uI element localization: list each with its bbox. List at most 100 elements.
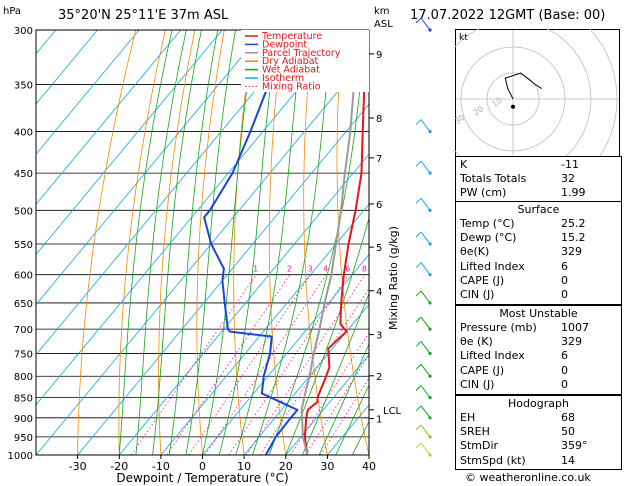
wet-adiabat-line [335, 384, 369, 455]
dry-adiabat-line [268, 30, 287, 455]
height-tick-label: 9 [376, 50, 382, 61]
wind-barb-flag [415, 385, 422, 391]
surface-title: Surface [517, 203, 560, 216]
temperature-tick-label: -10 [152, 460, 170, 473]
wind-barb [415, 442, 432, 457]
dry-adiabat-line [196, 30, 225, 455]
wind-barb-flag [415, 160, 422, 167]
wind-barb-dot [428, 129, 432, 134]
location-title: 35°20'N 25°11'E 37m ASL [58, 8, 229, 23]
wind-barb-shaft [420, 290, 431, 304]
pressure-tick-label: 900 [14, 414, 33, 425]
mixing-ratio-line [166, 274, 291, 455]
wind-barb-dot [428, 351, 432, 356]
wind-barb-flag [415, 316, 422, 323]
temperature-tick-label: 20 [279, 460, 293, 473]
wind-barb-dot [428, 273, 432, 277]
isotherm-line [36, 30, 265, 306]
legend-background [241, 30, 369, 92]
wind-barb-dot [428, 301, 432, 305]
wet-adiabat-line [252, 30, 333, 455]
wind-barb-flag [415, 119, 422, 125]
wind-barb-shaft [420, 363, 431, 377]
surface-row: CIN (J) 0 [460, 287, 568, 301]
profile-parcel-trajectory [300, 30, 361, 455]
height-tick-label: 1 [376, 415, 382, 426]
mixing-ratio-label: 1 [253, 265, 258, 274]
isotherm-line [77, 103, 369, 455]
wind-barb-shaft [420, 262, 431, 275]
height-tick-label: 7 [376, 154, 382, 165]
wind-barb [415, 363, 432, 378]
isotherm-line [202, 253, 369, 455]
most-unstable-row: Pressure (mb) 1007 [460, 321, 589, 334]
isotherm-line [36, 30, 223, 256]
isotherm-line [243, 303, 369, 455]
dry-adiabat-line [77, 30, 137, 455]
mixing-ratio-label: 16 [404, 265, 414, 274]
profile-temperature [303, 52, 369, 455]
dry-adiabat-line [303, 30, 328, 455]
surface-table: Surface Temp (°C) 25.2 Dewp (°C) 15.2 θe(K… [455, 201, 622, 305]
wind-barb [415, 385, 432, 400]
wind-barb [415, 341, 432, 356]
pressure-tick-label: 700 [14, 325, 33, 336]
wind-barb [415, 17, 432, 32]
mixing-ratio-label: 8 [362, 265, 367, 274]
wind-barb-shaft [420, 316, 431, 330]
wind-barb-dot [428, 208, 432, 212]
most-unstable-title: Most Unstable [499, 307, 578, 320]
most-unstable-row: CIN (J) 0 [460, 377, 568, 391]
mixing-ratio-label: 4 [323, 265, 328, 274]
wet-adiabat-line [302, 292, 369, 455]
wind-barb-shaft [420, 231, 431, 245]
legend-label: Temperature [261, 31, 322, 42]
temperature-tick-label: 30 [320, 460, 334, 473]
surface-row: Temp (°C) 25.2 [460, 217, 586, 230]
hodograph: kt10203040 [455, 29, 620, 159]
pressure-tick-label: 550 [14, 240, 33, 251]
dry-adiabat-line [233, 30, 255, 455]
pressure-tick-label: 850 [14, 394, 33, 405]
wet-adiabat-line [218, 30, 278, 455]
temperature-tick-label: -30 [69, 460, 87, 473]
mixing-ratio-line [188, 274, 312, 455]
pressure-tick-label: 750 [14, 349, 33, 360]
legend-label: Dewpoint [262, 39, 307, 50]
most-unstable-row: θe (K) 329 [460, 335, 582, 349]
wind-barb-dot [428, 374, 432, 378]
datetime-title: 17.07.2022 12GMT (Base: 00) [410, 8, 606, 23]
wet-adiabat-line [268, 30, 367, 455]
credit-text: © weatheronline.co.uk [465, 471, 591, 484]
hodograph-frame [455, 29, 620, 157]
wind-barb-dot [428, 28, 432, 32]
isotherm-line [36, 30, 98, 105]
surface-row: Lifted Index 6 [460, 259, 568, 273]
wet-adiabat-line [235, 30, 304, 455]
wind-barb-shaft [420, 198, 431, 211]
hodograph-row: EH 68 [460, 411, 575, 424]
wet-adiabat-line [152, 30, 202, 455]
x-axis-label: Dewpoint / Temperature (°C) [116, 471, 288, 485]
temperature-tick-label: 10 [237, 460, 251, 473]
pressure-tick-label: 400 [14, 128, 33, 139]
wind-barb-shaft [420, 17, 431, 31]
mixing-ratio-label: 10 [375, 265, 385, 274]
storm-motion-marker [511, 104, 515, 109]
profile-dewpoint [203, 30, 307, 455]
wet-adiabat-line [285, 216, 369, 455]
wind-barb-dot [428, 396, 432, 400]
wind-barb-shaft [420, 119, 431, 132]
wind-barb-dot [428, 242, 432, 246]
hodograph-row: SREH 50 [460, 425, 575, 439]
mixing-ratio-label: 6 [346, 265, 351, 274]
most-unstable-row: CAPE (J) 0 [460, 363, 568, 377]
isotherm-line [285, 354, 369, 455]
wind-barb [415, 119, 432, 134]
wind-barb-dot [428, 435, 432, 439]
isotherm-line [36, 30, 181, 205]
wind-barb [415, 290, 432, 305]
pressure-tick-label: 350 [14, 80, 33, 91]
